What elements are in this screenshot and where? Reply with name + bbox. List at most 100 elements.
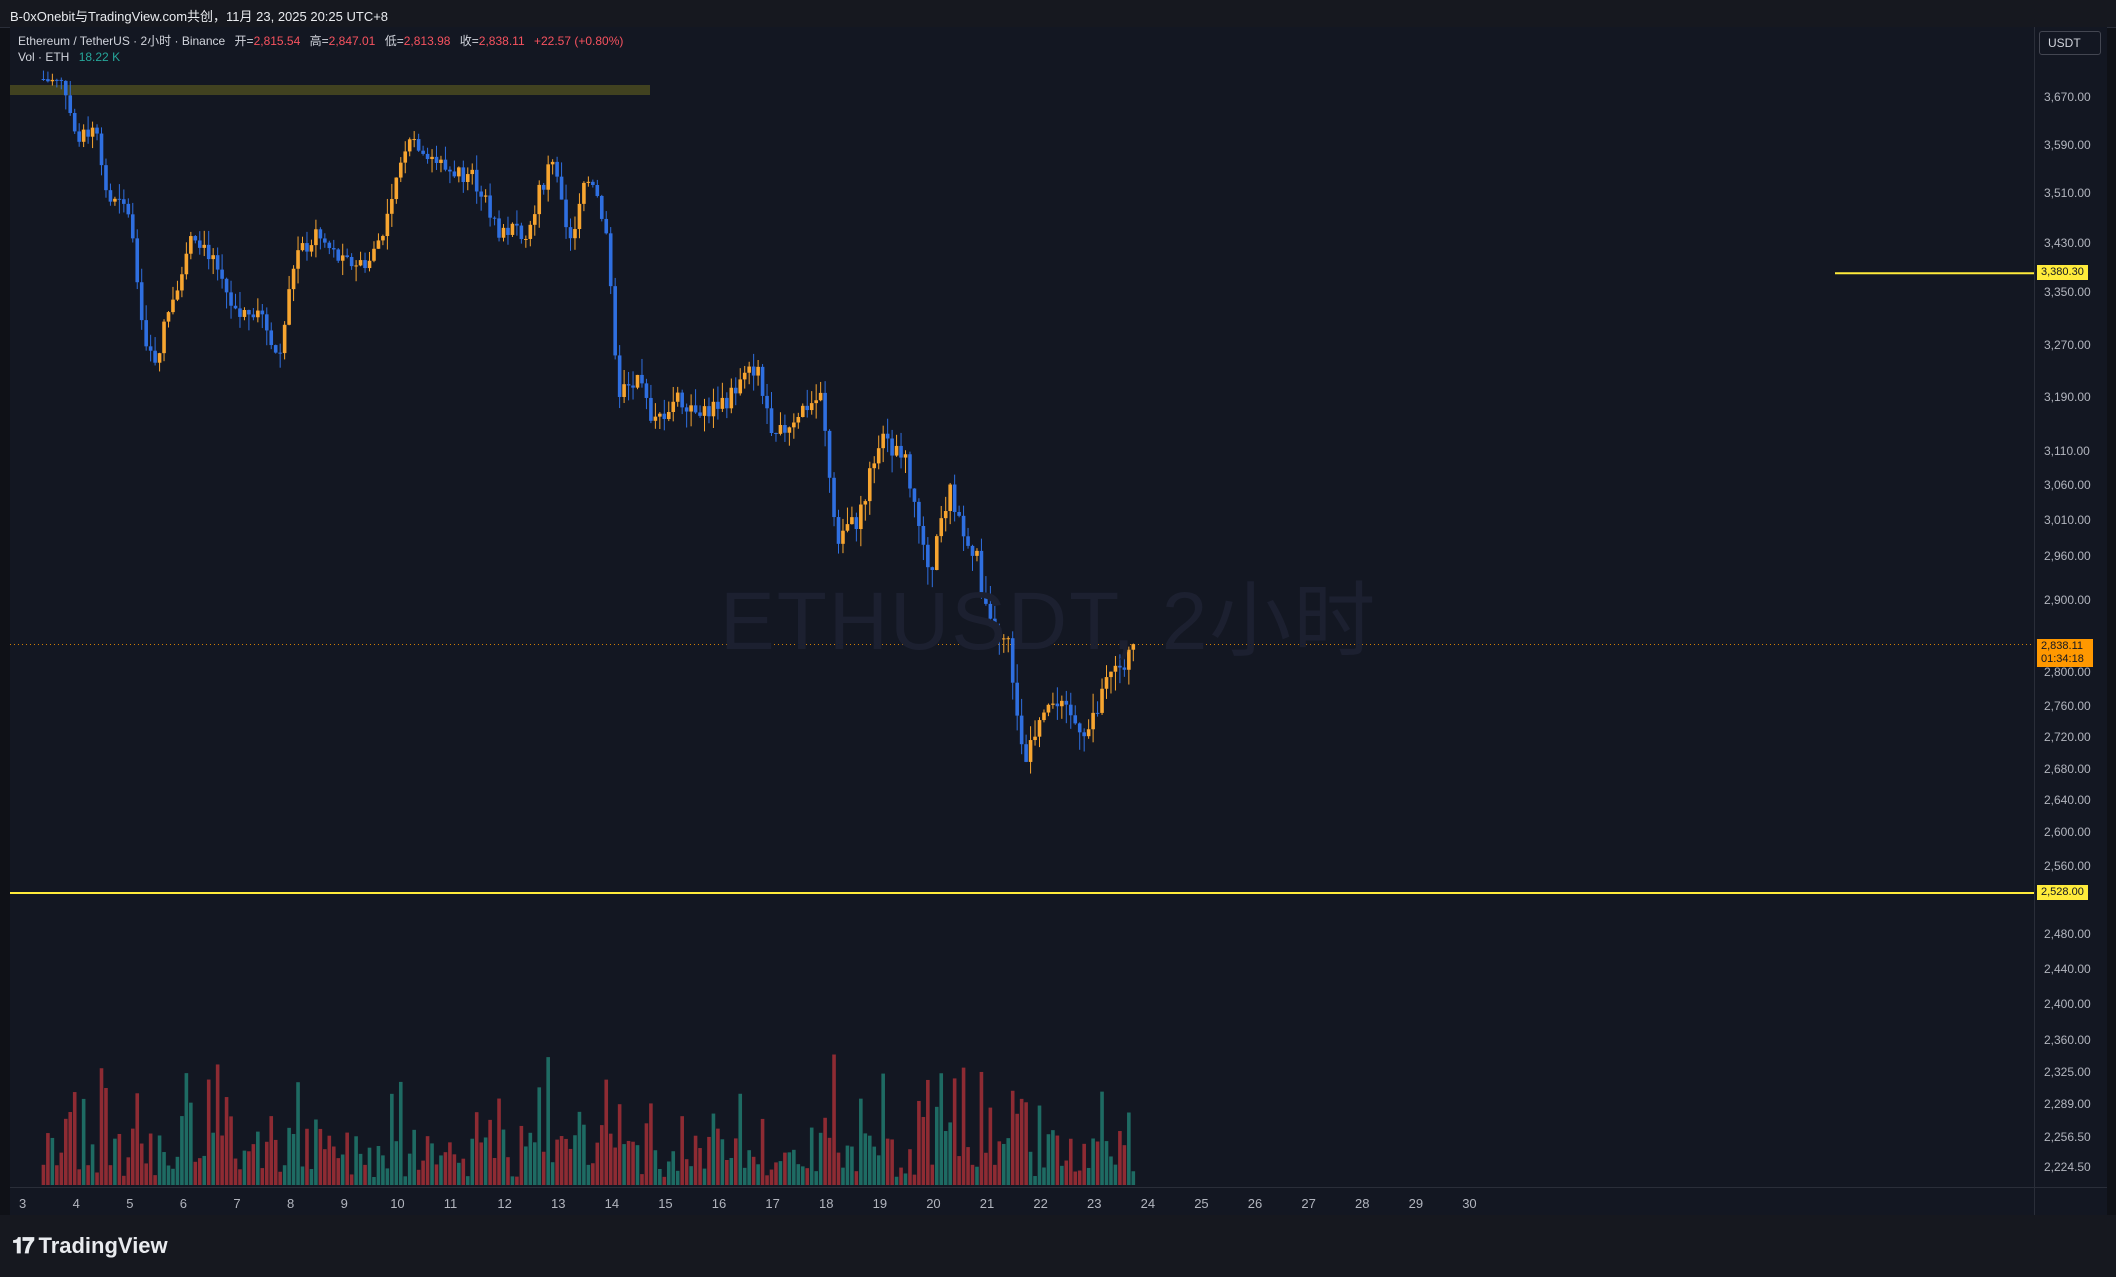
candle-body	[845, 524, 850, 531]
candle-body	[774, 433, 778, 435]
volume-bar	[340, 1154, 345, 1185]
volume-bar	[1077, 1170, 1082, 1185]
volume-bar	[1055, 1135, 1060, 1185]
price-axis[interactable]	[2034, 27, 2107, 1187]
candle-body	[613, 286, 617, 356]
volume-bar	[1104, 1141, 1109, 1185]
candle-body	[908, 454, 912, 489]
candle-body	[1006, 638, 1011, 640]
candle-body	[162, 321, 166, 354]
time-tick-label: 16	[711, 1196, 727, 1211]
volume-bar	[323, 1149, 327, 1185]
candle-body	[264, 314, 269, 331]
volume-bar	[398, 1081, 403, 1185]
time-tick-label: 23	[1087, 1196, 1102, 1211]
legend-symbol[interactable]: Ethereum / TetherUS · 2小时 · Binance	[18, 34, 226, 48]
volume-bar	[827, 1137, 832, 1185]
chart-area[interactable]: ETHUSDT, 2小时 Ethereum / TetherUS · 2小时 ·…	[10, 27, 2034, 1212]
candle-body	[291, 268, 296, 290]
volume-bar	[1001, 1143, 1006, 1185]
candle-body	[582, 182, 586, 204]
volume-bar	[135, 1093, 140, 1185]
time-tick-label: 30	[1462, 1196, 1477, 1211]
candle-body	[756, 366, 760, 376]
volume-bar	[917, 1100, 921, 1185]
volume-bar	[850, 1146, 854, 1185]
candle-body	[662, 413, 667, 420]
volume-bar	[564, 1138, 568, 1185]
candle-body	[577, 203, 582, 230]
candle-body	[1082, 732, 1086, 737]
candle-body	[95, 127, 99, 134]
volume-bar	[349, 1174, 354, 1185]
candle-body	[434, 156, 439, 163]
volume-bar	[725, 1159, 729, 1185]
candle-body	[443, 159, 448, 170]
volume-bar	[644, 1123, 649, 1185]
candle-body	[948, 484, 952, 512]
volume-bar	[720, 1139, 725, 1185]
candle-body	[108, 190, 113, 202]
volume-bar	[394, 1141, 399, 1185]
candle-body	[622, 384, 626, 398]
candle-body	[532, 214, 537, 225]
tradingview-brand[interactable]: 𝟏𝟕 TradingView	[12, 1233, 168, 1259]
candle-body	[354, 265, 358, 267]
candle-body	[934, 536, 939, 570]
candlestick-chart[interactable]	[10, 27, 2034, 1187]
candle-body	[345, 255, 349, 257]
candle-body	[86, 129, 90, 137]
volume-bar	[894, 1176, 899, 1185]
volume-bar	[626, 1140, 631, 1185]
volume-bar	[1033, 1176, 1037, 1185]
candle-body	[573, 229, 577, 239]
legend-volume-label[interactable]: Vol · ETH	[18, 50, 70, 64]
price-tick-label: 2,760.00	[2044, 699, 2091, 713]
price-tick-label: 2,325.00	[2044, 1065, 2091, 1079]
volume-bar	[461, 1158, 466, 1185]
time-tick-label: 7	[233, 1196, 241, 1211]
volume-bar	[738, 1093, 743, 1185]
candle-body	[823, 392, 827, 431]
candle-body	[885, 433, 890, 439]
volume-bar	[876, 1155, 881, 1185]
time-tick-label: 18	[819, 1196, 834, 1211]
currency-button[interactable]: USDT	[2039, 31, 2101, 55]
volume-bar	[635, 1145, 640, 1185]
volume-bar	[126, 1157, 131, 1185]
time-axis[interactable]	[10, 1187, 2034, 1216]
legend-high: 2,847.01	[328, 34, 376, 48]
volume-bar	[448, 1142, 452, 1185]
candle-body	[287, 289, 291, 325]
candle-body	[238, 308, 242, 317]
candle-body	[738, 379, 743, 394]
time-tick-label: 12	[497, 1196, 512, 1211]
candle-body	[340, 255, 345, 261]
volume-bar	[555, 1139, 559, 1185]
price-tick-label: 3,510.00	[2044, 186, 2091, 200]
volume-bar	[890, 1139, 894, 1185]
volume-bar	[546, 1057, 550, 1185]
candle-body	[367, 260, 372, 269]
price-tick-label: 2,400.00	[2044, 997, 2091, 1011]
volume-bar	[774, 1162, 778, 1185]
legend-change: +22.57 (+0.80%)	[533, 34, 624, 48]
price-tick-label: 3,590.00	[2044, 138, 2091, 152]
price-tick-label: 2,680.00	[2044, 762, 2091, 776]
candle-body	[1051, 703, 1055, 705]
candle-body	[461, 167, 466, 182]
volume-bar	[77, 1169, 81, 1185]
volume-bar	[532, 1142, 537, 1185]
candle-body	[59, 79, 64, 81]
candle-body	[492, 217, 497, 219]
current-price-tag: 2,838.11 01:34:18	[2037, 639, 2093, 667]
volume-bar	[653, 1150, 658, 1185]
volume-bar	[867, 1135, 872, 1185]
candle-body	[376, 240, 381, 249]
time-tick-label: 14	[604, 1196, 620, 1211]
volume-bar	[189, 1102, 193, 1185]
candle-body	[836, 517, 841, 544]
candle-body	[591, 181, 595, 186]
legend-close-label: 收=	[459, 34, 479, 48]
price-tick-label: 2,800.00	[2044, 665, 2091, 679]
